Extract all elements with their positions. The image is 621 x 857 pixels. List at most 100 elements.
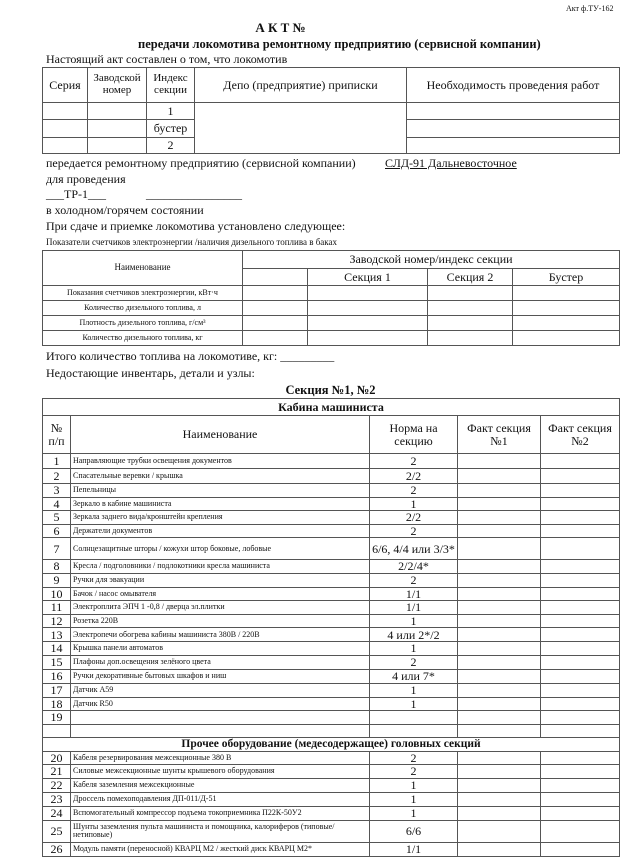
for-text: для проведения: [46, 172, 126, 186]
fact-cell: [540, 841, 620, 857]
table-row: 26 Модуль памяти (переносной) КВАРЦ М2 / …: [42, 841, 620, 857]
row-norm: 1: [369, 682, 458, 698]
row-name: Спасательные веревки / крышка: [70, 468, 370, 484]
fact-cell: [540, 750, 620, 766]
fact-cell: [457, 764, 541, 779]
row-norm: 1: [369, 777, 458, 793]
total-fuel-text: Итого количество топлива на локомотиве, …: [46, 349, 335, 363]
row-name: Плафоны доп.освещения зелёного цвета: [70, 654, 370, 670]
row-norm: 1/1: [369, 586, 458, 602]
fact-cell: [457, 510, 541, 525]
fact-cell: [457, 791, 541, 807]
table-row: 19: [42, 710, 620, 725]
row-number: 25: [42, 819, 71, 843]
row-norm: 2: [369, 523, 458, 539]
row-norm: 2: [369, 654, 458, 670]
row-name: Ручки декоративные бытовых шкафов и ниш: [70, 668, 370, 684]
cell: [427, 285, 513, 301]
transfer-text: передается ремонтному предприятию (серви…: [46, 156, 356, 170]
company-name: СЛД-91 Дальневосточное: [385, 156, 517, 170]
row-number: 14: [42, 641, 71, 656]
row-name: Электроплита ЭПЧ 1 -0,8 / дверца эл.плит…: [70, 600, 370, 615]
blank-line: ________________: [146, 187, 242, 201]
fact-cell: [457, 496, 541, 512]
fact-cell: [540, 641, 620, 656]
fact-cell: [540, 627, 620, 643]
cell: [307, 330, 428, 346]
fact-cell: [540, 668, 620, 684]
row-number: 15: [42, 654, 71, 670]
established-text: При сдаче и приемке локомотива установле…: [46, 219, 346, 233]
row-number: 23: [42, 791, 71, 807]
row-name: Крышка панели автоматов: [70, 641, 370, 656]
row-number: 20: [42, 750, 71, 766]
fact-cell: [457, 559, 541, 574]
document-title: А К Т №: [0, 20, 621, 36]
row-name: Вспомогательный компрессор подъема токоп…: [70, 805, 370, 821]
cell: [512, 285, 620, 301]
row-norm: 6/6, 4/4 или 3/3*: [369, 537, 458, 561]
header-fact-2: Факт секция №2: [540, 415, 620, 454]
cell: [307, 285, 428, 301]
row-name: Бачок / насос омывателя: [70, 586, 370, 602]
fact-cell: [540, 613, 620, 629]
row-name: [70, 723, 370, 738]
fact-cell: [540, 523, 620, 539]
row-number: 5: [42, 510, 71, 525]
fact-cell: [457, 586, 541, 602]
cell: [307, 300, 428, 316]
row-name: Держатели документов: [70, 523, 370, 539]
row-number: 11: [42, 600, 71, 615]
row-number: 26: [42, 841, 71, 857]
fact-cell: [540, 510, 620, 525]
cell: [427, 300, 513, 316]
row-norm: 1: [369, 696, 458, 712]
cell: [427, 315, 513, 331]
row-norm: 2/2: [369, 510, 458, 525]
row-name: Зеркала заднего вида/кронштейн крепления: [70, 510, 370, 525]
fact-cell: [540, 572, 620, 588]
row-norm: 6/6: [369, 819, 458, 843]
fact-cell: [540, 805, 620, 821]
row-norm: 4 или 2*/2: [369, 627, 458, 643]
cell: [512, 330, 620, 346]
table-row: 21 Силовые межсекционные шунты крышевого …: [42, 764, 620, 779]
fact-cell: [457, 613, 541, 629]
cell: [242, 300, 308, 316]
header-series: Серия: [42, 67, 88, 103]
row-number: 17: [42, 682, 71, 698]
depot-cell: [194, 102, 407, 154]
header-name: Наименование: [42, 250, 243, 286]
fact-cell: [457, 572, 541, 588]
header-section-index: Индекс секции: [146, 67, 195, 103]
cell: [307, 315, 428, 331]
row-norm: 1: [369, 641, 458, 656]
header-group: Заводской номер/индекс секции: [242, 250, 620, 269]
fact-cell: [457, 654, 541, 670]
cell: [406, 102, 620, 120]
row-name: Шунты заземления пульта машиниста и помо…: [70, 819, 370, 843]
row-number: 16: [42, 668, 71, 684]
row-norm: 1: [369, 791, 458, 807]
section-index: 2: [146, 137, 195, 154]
fact-cell: [457, 805, 541, 821]
row-number: 9: [42, 572, 71, 588]
table-row: 15 Плафоны доп.освещения зелёного цвета 2: [42, 654, 620, 670]
fact-cell: [540, 710, 620, 725]
row-number: 8: [42, 559, 71, 574]
row-name: Датчик А59: [70, 682, 370, 698]
table-row: 18 Датчик R50 1: [42, 696, 620, 712]
meter-row-label: Плотность дизельного топлива, г/см³: [42, 315, 243, 331]
header-name: Наименование: [70, 415, 370, 454]
fact-cell: [457, 537, 541, 561]
fact-cell: [457, 777, 541, 793]
table-row: 2 Спасательные веревки / крышка 2/2: [42, 468, 620, 484]
cell: [87, 119, 147, 138]
cell: [512, 300, 620, 316]
fact-cell: [540, 819, 620, 843]
row-name: Модуль памяти (переносной) КВАРЦ М2 / же…: [70, 841, 370, 857]
row-number: 24: [42, 805, 71, 821]
table-row: 8 Кресла / подголовники / подлокотники кр…: [42, 559, 620, 574]
fact-cell: [540, 586, 620, 602]
row-name: Датчик R50: [70, 696, 370, 712]
